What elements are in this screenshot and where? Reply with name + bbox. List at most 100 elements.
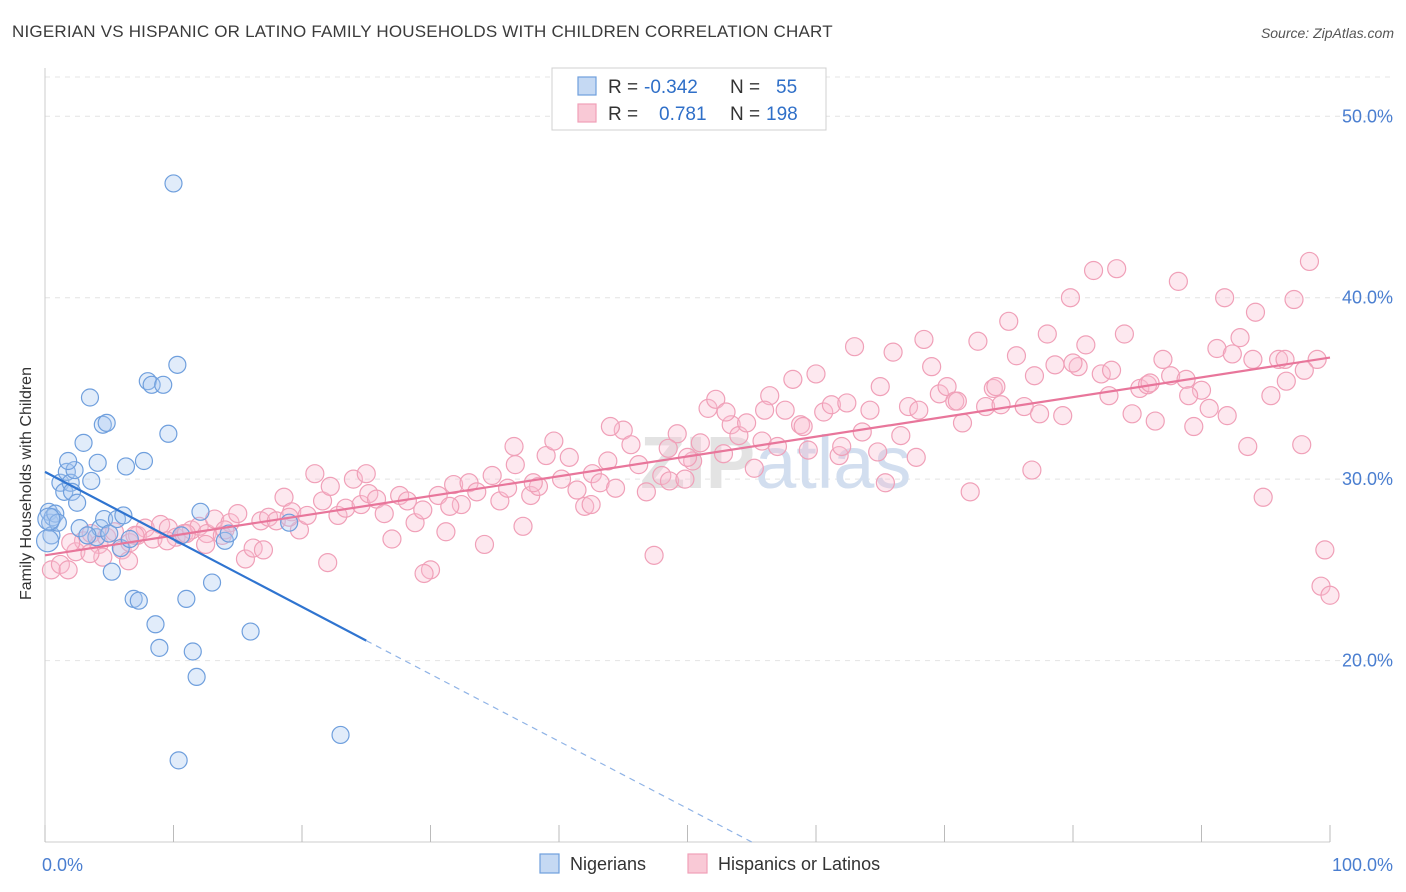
point-nigerians: [100, 524, 119, 543]
point-hispanics: [1199, 398, 1219, 418]
point-nigerians: [102, 562, 121, 581]
point-nigerians: [191, 502, 210, 521]
point-hispanics: [798, 440, 818, 460]
point-hispanics: [868, 442, 888, 462]
legend-n-label: N =: [730, 77, 760, 98]
point-hispanics: [253, 540, 274, 560]
point-hispanics: [775, 400, 795, 420]
point-hispanics: [1161, 366, 1181, 386]
point-hispanics: [991, 395, 1011, 415]
point-hispanics: [58, 560, 78, 580]
point-nigerians: [59, 451, 78, 471]
point-nigerians: [177, 589, 196, 608]
point-hispanics: [1091, 364, 1111, 384]
trend-lines: [44, 356, 1331, 843]
legend-n-label: N =: [730, 104, 760, 125]
point-hispanics: [891, 426, 911, 446]
legend-nigerians-label: Nigerians: [570, 854, 646, 874]
point-hispanics: [754, 400, 775, 420]
point-hispanics: [504, 436, 524, 457]
point-hispanics: [374, 504, 394, 524]
point-hispanics: [1037, 324, 1057, 344]
point-hispanics: [744, 458, 764, 478]
point-nigerians: [78, 526, 97, 545]
point-nigerians: [80, 388, 100, 407]
point-hispanics: [235, 549, 256, 569]
point-hispanics: [1294, 360, 1314, 380]
point-hispanics: [1099, 386, 1119, 406]
point-hispanics: [844, 337, 865, 357]
point-hispanics: [806, 364, 826, 384]
point-nigerians: [134, 451, 154, 471]
legend-r-label: R =: [608, 77, 638, 98]
point-hispanics: [883, 342, 903, 362]
point-nigerians: [146, 615, 165, 634]
point-nigerians: [48, 513, 67, 532]
point-hispanics: [356, 464, 376, 484]
point-hispanics: [832, 436, 852, 457]
y-tick-label: 20.0%: [1342, 651, 1393, 671]
point-nigerians: [97, 413, 116, 432]
point-hispanics: [567, 480, 587, 500]
point-hispanics: [505, 455, 525, 475]
point-hispanics: [760, 386, 780, 406]
point-nigerians: [164, 174, 183, 193]
point-hispanics: [551, 469, 572, 489]
point-hispanics: [737, 413, 757, 433]
point-hispanics: [414, 563, 434, 584]
point-hispanics: [1060, 288, 1081, 308]
point-hispanics: [767, 436, 788, 457]
gridlines: [45, 76, 1392, 662]
trend-line-nigerians: [44, 470, 367, 642]
legend-hispanics-swatch: [687, 853, 708, 874]
point-hispanics: [440, 496, 460, 516]
point-hispanics: [721, 415, 741, 435]
point-hispanics: [196, 534, 216, 555]
point-hispanics: [1179, 386, 1199, 406]
point-hispanics: [343, 469, 363, 489]
point-hispanics: [1114, 324, 1135, 344]
y-tick-label: 40.0%: [1342, 288, 1393, 308]
point-hispanics: [999, 311, 1019, 331]
point-nigerians: [74, 433, 93, 452]
point-hispanics: [1215, 288, 1235, 308]
source-label: Source: ZipAtlas.com: [1260, 25, 1394, 41]
point-hispanics: [621, 435, 641, 455]
legend-n-value: 198: [766, 104, 798, 125]
legend-n-value: 55: [776, 77, 797, 98]
point-hispanics: [1276, 371, 1296, 391]
point-hispanics: [1245, 302, 1266, 322]
point-hispanics: [636, 482, 656, 502]
point-hispanics: [1045, 355, 1065, 375]
point-hispanics: [814, 402, 834, 422]
point-hispanics: [513, 516, 533, 536]
tick-labels: 20.0% 30.0% 40.0% 50.0% 0.0% 100.0%: [42, 106, 1393, 875]
point-hispanics: [1029, 404, 1050, 424]
point-hispanics: [1230, 328, 1250, 348]
point-hispanics: [598, 451, 618, 471]
legend-r-value: 0.781: [659, 104, 707, 125]
point-hispanics: [1076, 335, 1096, 355]
point-hispanics: [318, 552, 338, 573]
point-hispanics: [960, 482, 980, 502]
point-hispanics: [667, 424, 687, 444]
point-hispanics: [1292, 435, 1312, 455]
point-hispanics: [482, 465, 502, 486]
point-nigerians: [219, 524, 238, 543]
point-hispanics: [1217, 406, 1237, 426]
point-hispanics: [1253, 487, 1273, 507]
point-hispanics: [467, 482, 487, 502]
point-hispanics: [523, 473, 543, 493]
point-hispanics: [420, 560, 441, 580]
point-hispanics: [713, 444, 734, 464]
point-hispanics: [1238, 436, 1258, 457]
point-hispanics: [968, 331, 988, 351]
y-tick-label: 50.0%: [1342, 106, 1393, 126]
point-hispanics: [1053, 406, 1073, 426]
legend-nigerians-swatch: [539, 853, 560, 874]
legend-bottom: Nigerians Hispanics or Latinos: [539, 853, 880, 874]
point-nigerians: [70, 519, 89, 538]
point-nigerians: [116, 457, 136, 476]
point-nigerians: [35, 529, 60, 553]
point-hispanics: [1006, 346, 1027, 366]
